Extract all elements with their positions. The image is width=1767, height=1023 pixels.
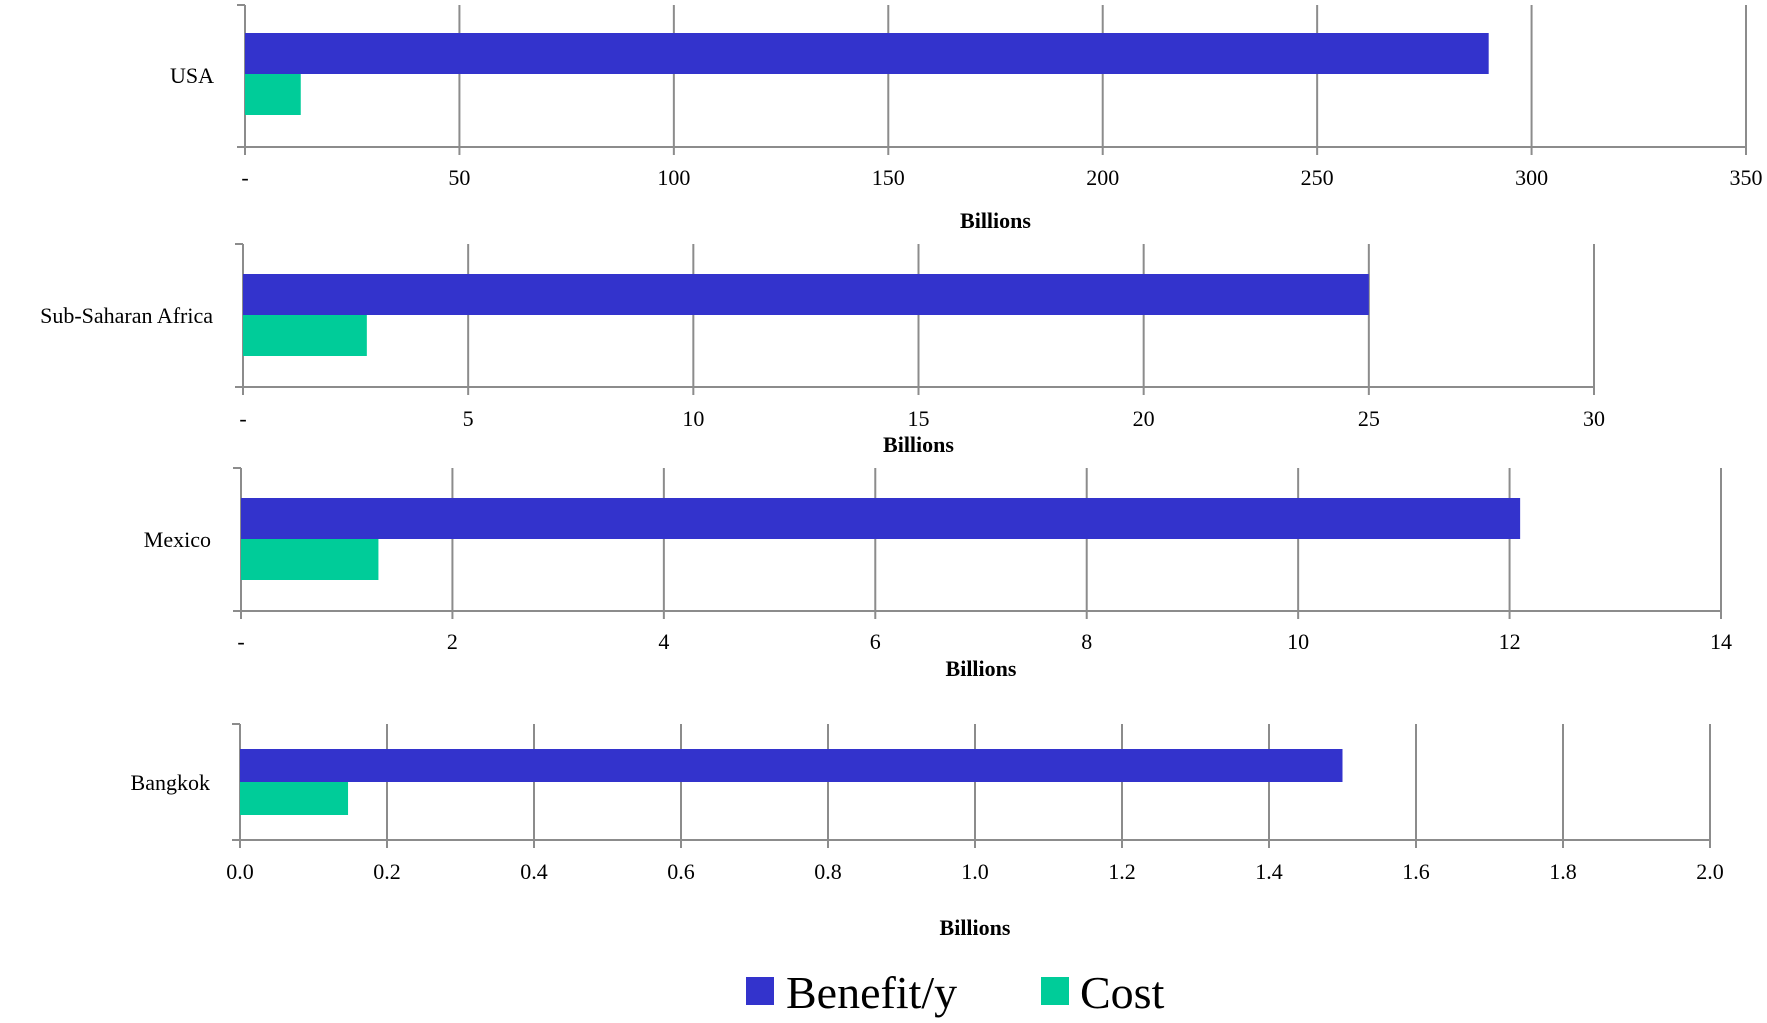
x-tick-label: 1.8 xyxy=(1549,859,1577,884)
x-tick-label: 10 xyxy=(682,406,704,431)
x-tick-label: 1.6 xyxy=(1402,859,1430,884)
x-axis-title: Billions xyxy=(883,432,954,457)
x-tick-label: 0.4 xyxy=(520,859,548,884)
x-tick-label: 10 xyxy=(1287,629,1309,654)
x-tick-label: 12 xyxy=(1499,629,1521,654)
bar-cost xyxy=(243,315,367,356)
x-tick-label: 0.2 xyxy=(373,859,401,884)
legend-label-benefit: Benefit/y xyxy=(786,967,957,1018)
legend-swatch-cost xyxy=(1041,977,1069,1005)
x-tick-label: 6 xyxy=(870,629,881,654)
bar-benefit xyxy=(241,498,1520,539)
x-tick-label: 14 xyxy=(1710,629,1732,654)
category-label: Mexico xyxy=(144,527,211,552)
x-axis-title: Billions xyxy=(946,656,1017,681)
x-tick-label: 15 xyxy=(908,406,930,431)
legend: Benefit/y Cost xyxy=(746,967,1165,1018)
x-tick-label: 30 xyxy=(1583,406,1605,431)
category-label: Bangkok xyxy=(131,770,210,795)
x-tick-label: 150 xyxy=(872,165,905,190)
x-tick-label: 5 xyxy=(463,406,474,431)
x-tick-label: 1.4 xyxy=(1255,859,1283,884)
x-tick-label: 20 xyxy=(1133,406,1155,431)
bar-benefit xyxy=(245,33,1489,74)
x-tick-label: - xyxy=(241,165,248,190)
x-tick-label: 350 xyxy=(1730,165,1763,190)
x-tick-label: 1.0 xyxy=(961,859,989,884)
panel-bangkok: 0.0 0.2 0.4 0.6 0.8 1.0 1.2 1.4 1.6 1.8 2.0 Billion… xyxy=(131,724,1724,940)
x-tick-label: 2.0 xyxy=(1696,859,1724,884)
x-tick-label: - xyxy=(237,629,244,654)
bar-cost xyxy=(240,782,348,815)
bar-cost xyxy=(241,539,378,580)
category-label: Sub-Saharan Africa xyxy=(40,303,213,328)
x-tick-label: 200 xyxy=(1086,165,1119,190)
x-tick-label: - xyxy=(239,406,246,431)
bar-benefit xyxy=(240,749,1343,782)
legend-label-cost: Cost xyxy=(1080,967,1165,1018)
x-tick-label: 0.8 xyxy=(814,859,842,884)
x-tick-label: 0.6 xyxy=(667,859,695,884)
x-axis-title: Billions xyxy=(940,915,1011,940)
x-tick-label: 300 xyxy=(1515,165,1548,190)
bar-cost xyxy=(245,74,301,115)
category-label: USA xyxy=(170,63,214,88)
legend-swatch-benefit xyxy=(746,977,774,1005)
panel-usa: - 50 100 150 200 250 300 350 Billions USA xyxy=(170,5,1763,233)
bar-benefit xyxy=(243,274,1369,315)
panel-mexico: - 2 4 6 8 10 12 14 Billions Mexico xyxy=(144,468,1732,681)
x-tick-label: 100 xyxy=(657,165,690,190)
x-tick-label: 2 xyxy=(447,629,458,654)
x-axis-title: Billions xyxy=(960,208,1031,233)
panel-sub-saharan-africa: - 5 10 15 20 25 30 Billions Sub-Saharan Africa xyxy=(40,244,1605,457)
x-tick-label: 8 xyxy=(1081,629,1092,654)
x-tick-label: 0.0 xyxy=(226,859,254,884)
x-tick-label: 25 xyxy=(1358,406,1380,431)
x-tick-label: 250 xyxy=(1301,165,1334,190)
x-tick-label: 4 xyxy=(658,629,669,654)
x-tick-label: 1.2 xyxy=(1108,859,1136,884)
x-tick-label: 50 xyxy=(448,165,470,190)
